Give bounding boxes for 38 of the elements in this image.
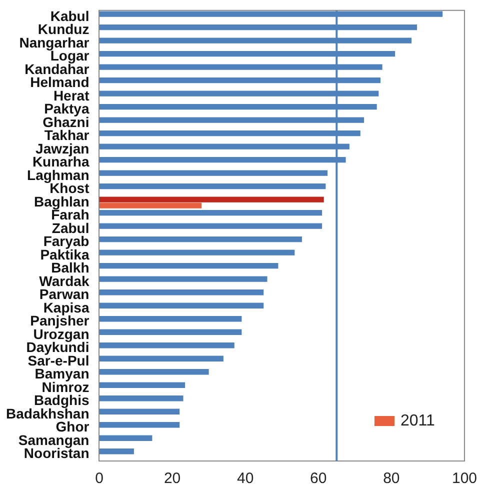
x-tick-label: 100 bbox=[452, 470, 477, 488]
bar bbox=[99, 196, 324, 202]
bar bbox=[99, 276, 268, 282]
y-tick-label: Laghman bbox=[27, 166, 90, 183]
bar bbox=[99, 316, 242, 322]
bar bbox=[99, 369, 209, 375]
y-tick-label: Faryab bbox=[43, 233, 90, 250]
bar bbox=[99, 290, 264, 296]
y-tick-label: Baghlan bbox=[34, 193, 90, 210]
bar bbox=[99, 396, 184, 402]
bar bbox=[99, 302, 264, 308]
bar bbox=[99, 382, 186, 388]
y-tick-label: Bamyan bbox=[34, 366, 90, 382]
y-tick-label: Badghis bbox=[34, 392, 90, 408]
bar bbox=[99, 263, 278, 269]
y-tick-label: Zabul bbox=[52, 220, 90, 236]
bar bbox=[99, 170, 328, 176]
x-tick-label: 60 bbox=[310, 470, 327, 488]
x-tick-label: 20 bbox=[164, 470, 181, 488]
bar bbox=[99, 356, 224, 362]
x-tick-label: 40 bbox=[237, 470, 254, 488]
bar bbox=[99, 422, 180, 428]
bar bbox=[99, 223, 322, 229]
bar bbox=[99, 448, 134, 454]
legend-label: 2011 bbox=[400, 412, 435, 430]
bar bbox=[99, 184, 326, 190]
bar bbox=[99, 408, 180, 414]
bar bbox=[99, 236, 302, 242]
y-tick-label: Kabul bbox=[50, 8, 90, 24]
bar bbox=[99, 250, 295, 256]
bar bbox=[99, 202, 202, 208]
x-tick-label: 80 bbox=[383, 470, 400, 488]
bar bbox=[99, 435, 152, 441]
x-tick-label: 0 bbox=[95, 470, 104, 488]
bar bbox=[99, 210, 322, 216]
bar bbox=[99, 329, 242, 335]
bar bbox=[99, 342, 234, 348]
y-tick-label: Paktya bbox=[44, 100, 90, 117]
